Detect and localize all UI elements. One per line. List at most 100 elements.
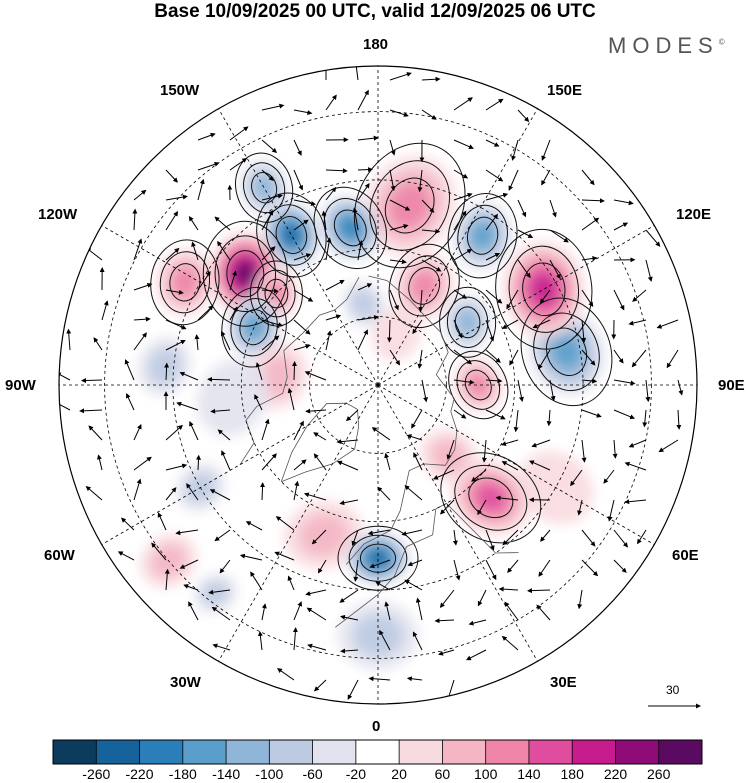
colorbar-swatch-14 bbox=[658, 740, 703, 764]
wind-arrow-175 bbox=[411, 409, 423, 429]
wind-arrow-249 bbox=[452, 529, 458, 546]
wind-arrow-82 bbox=[421, 259, 442, 272]
wind-arrow-33 bbox=[417, 169, 423, 193]
wind-arrow-302 bbox=[340, 648, 359, 654]
anomaly-blob-7-2 bbox=[259, 355, 297, 397]
wind-arrow-3 bbox=[421, 76, 441, 82]
wind-arrow-67 bbox=[517, 229, 534, 238]
wind-arrow-31 bbox=[357, 167, 374, 173]
colorbar-frame bbox=[52, 739, 703, 765]
wind-arrow-154 bbox=[291, 361, 297, 381]
wind-arrow-86 bbox=[549, 259, 561, 280]
anomaly-blob-26-2 bbox=[350, 289, 377, 319]
brand-mark: © bbox=[718, 37, 725, 47]
wind-arrow-69 bbox=[581, 217, 600, 231]
wind-arrow-265 bbox=[407, 559, 423, 567]
wind-arrow-91 bbox=[133, 283, 153, 291]
wind-arrow-283 bbox=[498, 586, 519, 592]
wind-arrow-19 bbox=[389, 139, 396, 156]
contour-line-7-1 bbox=[454, 464, 528, 531]
colorbar-label-0: -260 bbox=[82, 766, 111, 782]
wind-arrow-155 bbox=[304, 371, 327, 381]
wind-arrow-207 bbox=[221, 450, 231, 471]
wind-arrow-213 bbox=[413, 452, 423, 471]
wind-arrow-284 bbox=[527, 588, 551, 594]
wind-arrow-282 bbox=[477, 589, 487, 607]
wind-arrow-161 bbox=[581, 378, 598, 384]
colorbar-swatch-7 bbox=[355, 740, 400, 764]
wind-arrow-288 bbox=[261, 603, 267, 621]
wind-arrow-64 bbox=[421, 228, 441, 234]
wind-arrow-256 bbox=[117, 551, 135, 561]
wind-arrow-102 bbox=[485, 289, 503, 304]
wind-arrow-113 bbox=[261, 319, 284, 328]
wind-arrow-43 bbox=[261, 193, 283, 201]
lon-label-150w: 150W bbox=[160, 82, 200, 99]
wind-arrow-215 bbox=[471, 469, 487, 482]
wind-arrow-202 bbox=[658, 439, 679, 453]
wind-arrow-174 bbox=[345, 409, 359, 422]
wind-arrow-268 bbox=[507, 559, 519, 573]
wind-arrow-196 bbox=[481, 439, 487, 463]
wind-arrow-211 bbox=[336, 460, 359, 471]
modes-logo: MODES© bbox=[608, 33, 725, 59]
wind-arrow-10 bbox=[453, 97, 473, 111]
wind-arrow-45 bbox=[325, 186, 337, 201]
wind-arrow-241 bbox=[175, 529, 199, 536]
wind-arrow-98 bbox=[357, 283, 373, 291]
colorbar-label-5: -60 bbox=[302, 766, 323, 782]
contour-line-10-2 bbox=[495, 228, 593, 350]
wind-arrow-135 bbox=[325, 330, 332, 351]
wind-arrow-229 bbox=[339, 499, 359, 506]
wind-arrow-159 bbox=[517, 379, 524, 402]
wind-arrow-117 bbox=[386, 319, 392, 343]
wind-arrow-180 bbox=[581, 409, 602, 418]
wind-arrow-298 bbox=[212, 643, 231, 651]
wind-arrow-109 bbox=[133, 316, 151, 322]
colorbar-label-8: 60 bbox=[434, 766, 451, 782]
wind-arrow-128 bbox=[93, 337, 103, 351]
wind-arrow-41 bbox=[197, 178, 205, 201]
wind-arrow-110 bbox=[165, 319, 187, 330]
colorbar-swatch-8 bbox=[399, 740, 443, 764]
wind-arrow-56 bbox=[165, 211, 179, 231]
wind-arrow-184 bbox=[88, 425, 103, 441]
wind-arrow-246 bbox=[351, 529, 359, 547]
lon-label-0: 0 bbox=[372, 718, 381, 735]
wind-arrow-232 bbox=[440, 499, 455, 515]
wind-arrow-55 bbox=[132, 208, 138, 231]
wind-arrow-76 bbox=[217, 240, 231, 261]
colorbar-label-1: -220 bbox=[125, 766, 154, 782]
contour-line-2-2 bbox=[202, 220, 288, 327]
latitude-circle-30 bbox=[104, 111, 652, 659]
wind-arrow-53 bbox=[581, 198, 605, 204]
wind-arrow-176 bbox=[453, 409, 467, 419]
contour-line-8-1 bbox=[533, 312, 600, 392]
wind-arrow-21 bbox=[453, 139, 474, 149]
wind-arrow-230 bbox=[377, 486, 391, 501]
wind-arrow-199 bbox=[581, 439, 587, 463]
wind-arrow-29 bbox=[293, 169, 304, 191]
wind-arrow-129 bbox=[133, 332, 147, 351]
wind-arrow-136 bbox=[357, 329, 368, 351]
wind-arrow-222 bbox=[133, 478, 142, 501]
wind-arrow-214 bbox=[432, 469, 455, 480]
wind-arrow-54 bbox=[613, 199, 634, 206]
wind-arrow-148 bbox=[81, 377, 103, 383]
colorbar-swatch-12 bbox=[572, 740, 616, 764]
coastline-0 bbox=[239, 277, 360, 466]
wind-arrow-123 bbox=[581, 319, 587, 343]
wind-arrow-267 bbox=[485, 559, 497, 581]
wind-arrow-164 bbox=[677, 379, 684, 396]
wind-arrow-8 bbox=[389, 109, 409, 117]
wind-arrow-181 bbox=[613, 409, 636, 420]
wind-vectors bbox=[59, 66, 684, 701]
wind-arrow-248 bbox=[401, 529, 423, 537]
wind-arrow-134 bbox=[293, 344, 311, 351]
lon-label-90e: 90E bbox=[718, 377, 745, 394]
wind-arrow-105 bbox=[581, 289, 594, 308]
wind-arrow-187 bbox=[189, 420, 199, 441]
wind-arrow-118 bbox=[412, 319, 423, 335]
wind-arrow-73 bbox=[133, 238, 143, 261]
lon-label-30e: 30E bbox=[550, 674, 577, 691]
